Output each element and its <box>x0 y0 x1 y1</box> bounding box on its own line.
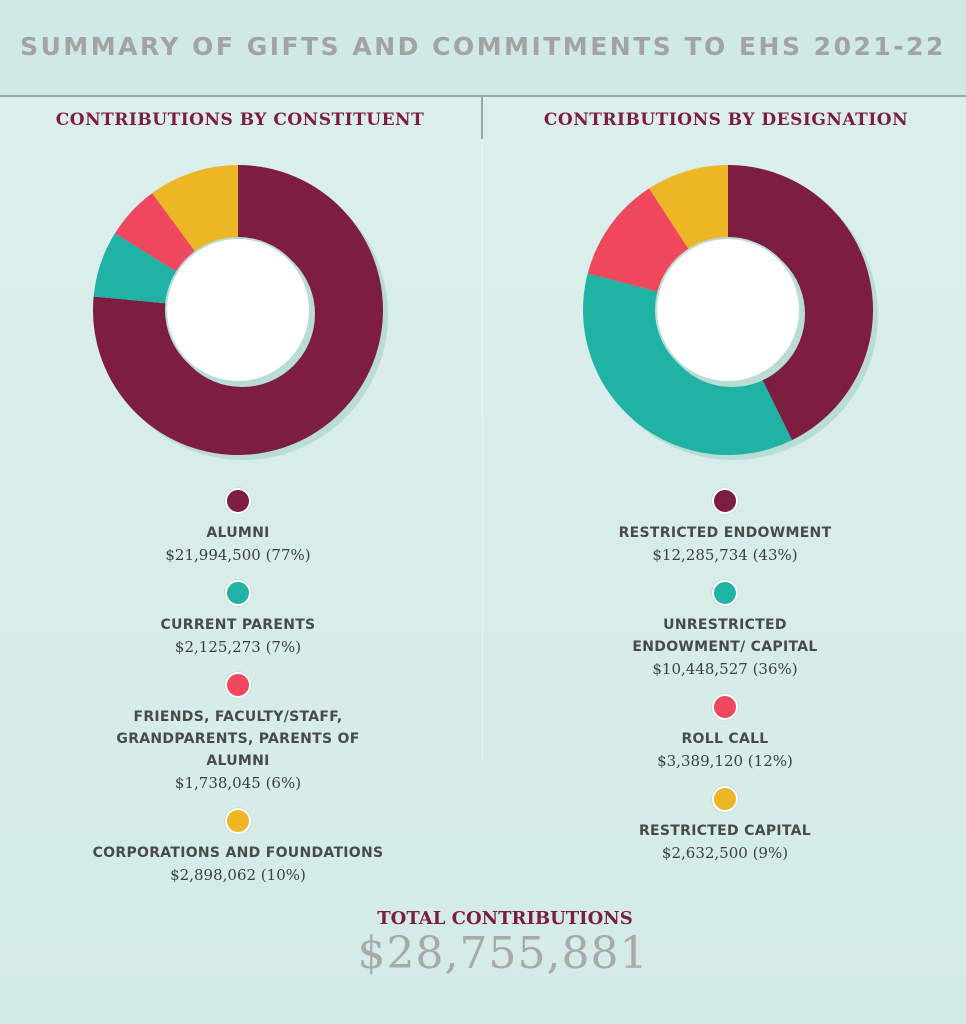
donut-chart-designation <box>583 165 878 460</box>
legend-swatch <box>225 672 251 698</box>
legend-value: $2,898,062 (10%) <box>170 866 306 884</box>
donut-slice-2 <box>587 188 689 292</box>
page-title: SUMMARY OF GIFTS AND COMMITMENTS TO EHS … <box>20 32 946 61</box>
chart-title-designation: CONTRIBUTIONS BY DESIGNATION <box>543 110 909 130</box>
legend-label: RESTRICTED ENDOWMENT <box>618 525 832 541</box>
legend-swatch <box>225 488 251 514</box>
total-value: $28,755,881 <box>357 928 649 979</box>
legend-swatch <box>712 694 738 720</box>
legend-label: ROLL CALL <box>681 731 769 747</box>
legend-swatch <box>225 580 251 606</box>
legend-item-friends: FRIENDS, FACULTY/STAFF, GRANDPARENTS, PA… <box>38 672 438 794</box>
legend-swatch <box>712 786 738 812</box>
legend-value: $2,632,500 (9%) <box>661 844 789 862</box>
donut-slice-2 <box>114 193 195 272</box>
legend-item-alumni: ALUMNI $21,994,500 (77%) <box>38 488 438 566</box>
legend-label: FRIENDS, FACULTY/STAFF, GRANDPARENTS, PA… <box>116 709 360 769</box>
legend-label: RESTRICTED CAPITAL <box>638 823 812 839</box>
donut-hole <box>657 239 799 381</box>
donut-slice-0 <box>93 165 383 455</box>
legend-swatch <box>712 580 738 606</box>
donut-slice-0 <box>728 165 874 441</box>
donut-slice-1 <box>93 233 177 304</box>
legend-value: $12,285,734 (43%) <box>652 546 798 564</box>
donut-hole <box>167 239 309 381</box>
legend-label: UNRESTRICTED ENDOWMENT/ CAPITAL <box>632 617 818 655</box>
legend-label: CORPORATIONS AND FOUNDATIONS <box>92 845 384 861</box>
donut-chart-constituent <box>93 165 388 460</box>
column-divider <box>481 97 483 139</box>
legend-label: CURRENT PARENTS <box>160 617 316 633</box>
legend-item-roll-call: ROLL CALL $3,389,120 (12%) <box>525 694 925 772</box>
legend-value: $3,389,120 (12%) <box>657 752 793 770</box>
legend-value: $1,738,045 (6%) <box>174 774 302 792</box>
legend-item-current-parents: CURRENT PARENTS $2,125,273 (7%) <box>38 580 438 658</box>
legend-label: ALUMNI <box>206 525 270 541</box>
legend-value: $2,125,273 (7%) <box>174 638 302 656</box>
total-label: TOTAL CONTRIBUTIONS <box>377 908 633 929</box>
legend-swatch <box>712 488 738 514</box>
legend-swatch <box>225 808 251 834</box>
legend-item-unrestricted-endowment: UNRESTRICTED ENDOWMENT/ CAPITAL $10,448,… <box>525 580 925 680</box>
chart-title-constituent: CONTRIBUTIONS BY CONSTITUENT <box>55 110 425 130</box>
page-header: SUMMARY OF GIFTS AND COMMITMENTS TO EHS … <box>0 0 966 97</box>
legend-value: $10,448,527 (36%) <box>652 660 798 678</box>
donut-slice-3 <box>649 165 728 249</box>
donut-slice-3 <box>152 165 238 252</box>
legend-item-restricted-endowment: RESTRICTED ENDOWMENT $12,285,734 (43%) <box>525 488 925 566</box>
donut-slice-1 <box>583 273 793 456</box>
legend-item-restricted-capital: RESTRICTED CAPITAL $2,632,500 (9%) <box>525 786 925 864</box>
legend-value: $21,994,500 (77%) <box>165 546 311 564</box>
column-divider-faint <box>482 139 483 759</box>
legend-item-corporations: CORPORATIONS AND FOUNDATIONS $2,898,062 … <box>38 808 438 886</box>
